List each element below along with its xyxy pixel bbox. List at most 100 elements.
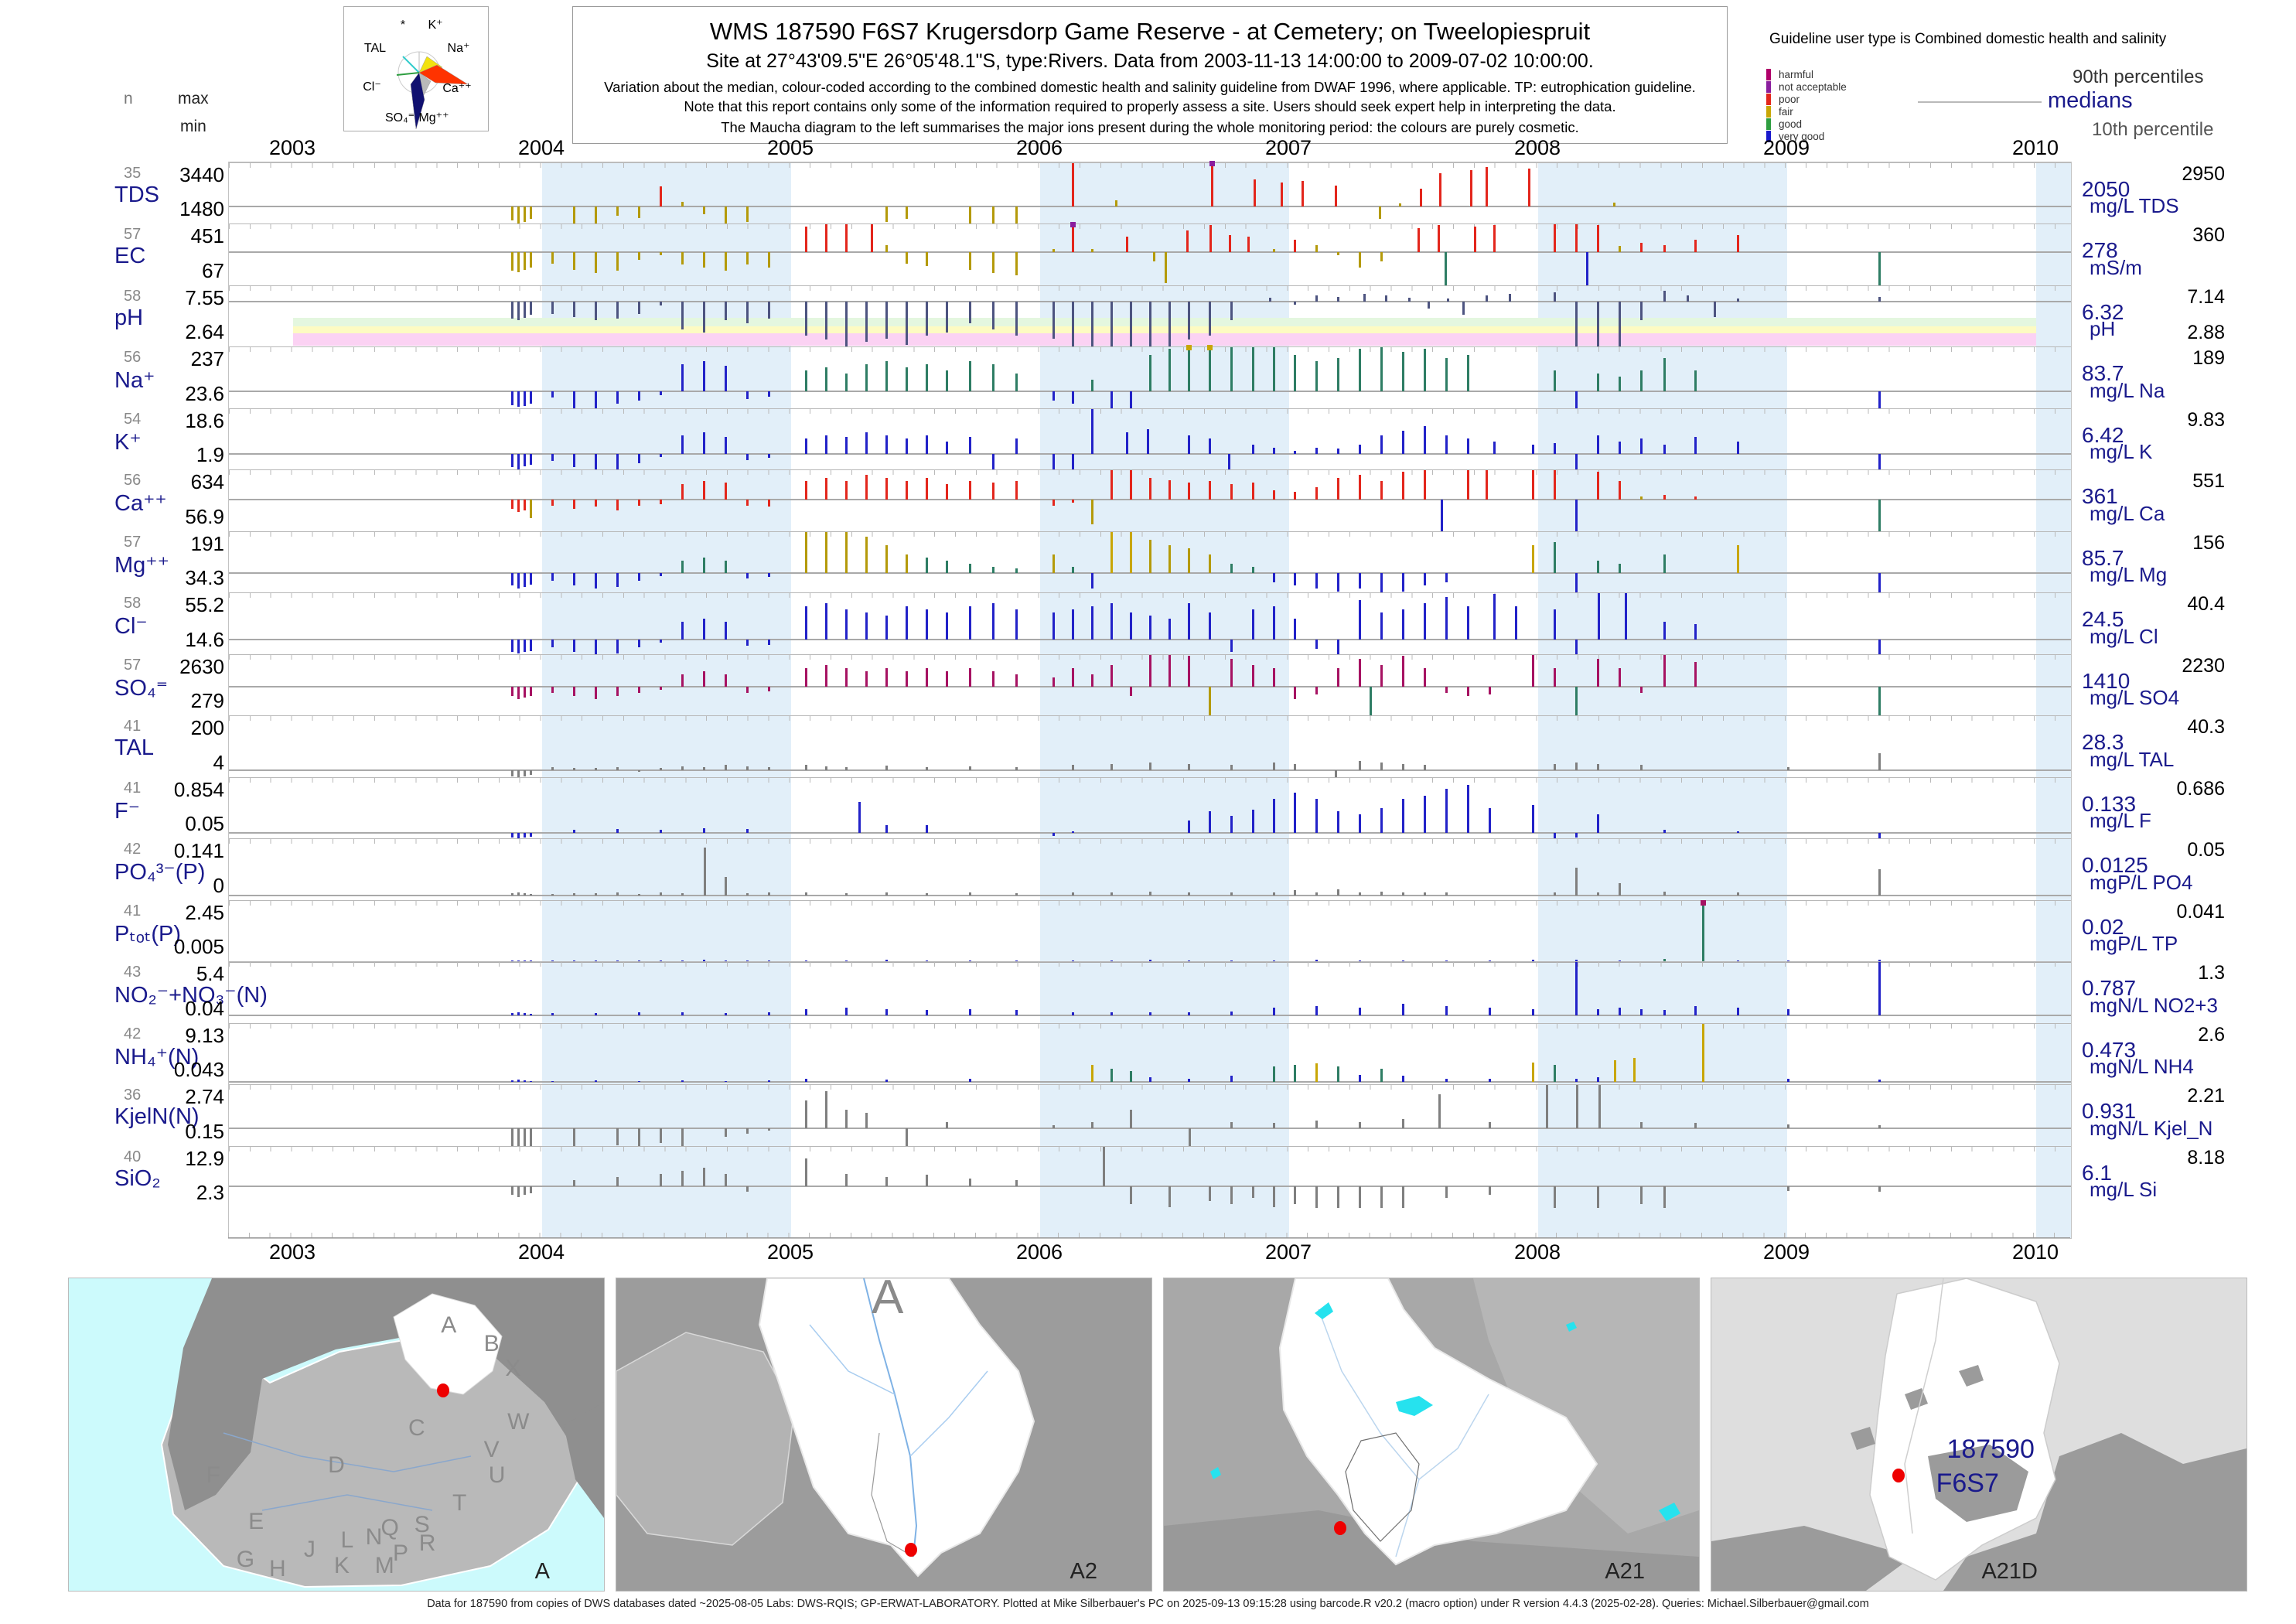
sample-bar xyxy=(1493,224,1496,253)
sample-bar xyxy=(1438,1093,1441,1128)
sample-bar xyxy=(725,1173,727,1186)
sample-bar xyxy=(1737,892,1739,896)
param-left-labels: 58 55.2 Cl⁻ 14.6 xyxy=(99,592,224,653)
sample-bar xyxy=(1402,892,1404,896)
p90-value: 9.83 xyxy=(2187,408,2225,431)
sample-bar xyxy=(1015,893,1018,896)
sample-bar xyxy=(906,671,908,687)
title-block: WMS 187590 F6S7 Krugersdorp Game Reserve… xyxy=(572,6,1728,144)
sample-bar xyxy=(1273,447,1275,454)
sample-bar xyxy=(805,301,807,336)
sample-bar xyxy=(616,892,619,896)
sample-bar xyxy=(1209,612,1211,640)
sample-bar xyxy=(1441,499,1443,532)
sample-bar xyxy=(704,847,706,896)
sample-bar xyxy=(517,573,520,589)
drainage-region-letter: A xyxy=(441,1312,457,1338)
sample-bar xyxy=(681,1012,684,1015)
sample-bar xyxy=(1209,686,1211,717)
median-value: 0.133 xyxy=(2082,791,2137,816)
sample-bar xyxy=(1554,224,1556,253)
sample-bar xyxy=(768,1012,770,1015)
sample-bar xyxy=(703,481,705,500)
map-region-a21d: A21D 187590 F6S7 xyxy=(1711,1278,2247,1592)
sample-bar xyxy=(1663,244,1666,253)
month-ticks xyxy=(229,716,2071,722)
sample-bar xyxy=(595,499,597,507)
param-right-labels: 0.686 0.133 mg/L F xyxy=(2082,776,2293,838)
param-left-labels: 42 9.13 NH₄⁺(N) 0.043 xyxy=(99,1022,224,1083)
sample-bar xyxy=(746,960,749,962)
sample-bar xyxy=(1230,484,1233,500)
sample-bar xyxy=(1509,294,1511,302)
param-left-labels: 43 5.4 NO₂⁻+NO₃⁻(N) 0.04 xyxy=(99,960,268,1022)
sample-bar xyxy=(530,769,532,776)
param-left-labels: 42 0.141 PO₄³⁻(P) 0 xyxy=(99,838,224,899)
sample-bar xyxy=(1596,224,1599,253)
month-ticks xyxy=(229,1146,2071,1151)
p90-value: 2230 xyxy=(2182,654,2225,677)
max-value: 18.6 xyxy=(185,408,224,432)
sample-bar xyxy=(1878,252,1881,286)
sample-bar xyxy=(1359,444,1361,454)
sample-bar xyxy=(1596,659,1599,687)
sample-bar xyxy=(517,1186,520,1197)
sample-bar xyxy=(660,1128,662,1144)
sample-bar xyxy=(638,960,640,962)
sample-bar xyxy=(1596,763,1599,770)
sample-bar xyxy=(1663,891,1666,896)
sample-bar xyxy=(551,252,554,264)
sample-bar xyxy=(638,301,640,314)
sample-bar xyxy=(1252,567,1254,574)
sample-bar xyxy=(1072,960,1074,962)
ph-guideline-band xyxy=(293,326,2036,334)
sample-bar xyxy=(946,612,948,640)
month-ticks xyxy=(229,962,2071,967)
sample-bar xyxy=(660,829,662,833)
drainage-region-letter: D xyxy=(328,1452,345,1479)
median-value: 0.02 xyxy=(2082,914,2124,939)
sample-bar xyxy=(906,554,908,574)
sample-bar xyxy=(1663,829,1666,833)
sample-bar xyxy=(703,360,705,392)
sample-bar xyxy=(865,612,868,640)
sample-bar xyxy=(524,206,526,223)
sample-bar xyxy=(1402,960,1404,962)
sample-bar xyxy=(1402,1076,1404,1083)
param-right-labels: 9.83 6.42 mg/L K xyxy=(2082,408,2293,469)
sample-bar xyxy=(660,686,662,690)
maucha-ion-label: K⁺ xyxy=(428,19,442,32)
sample-bar xyxy=(805,1079,807,1083)
sample-bar xyxy=(573,1179,575,1186)
sample-bar xyxy=(825,301,827,340)
drainage-region-letter: J xyxy=(303,1537,316,1563)
sample-bar xyxy=(1402,656,1404,687)
p90-value: 0.686 xyxy=(2176,777,2225,800)
sample-bar xyxy=(1596,814,1599,833)
drainage-region-letter: C xyxy=(408,1414,425,1441)
drainage-region-letter: G xyxy=(236,1546,255,1572)
p90-value: 2.21 xyxy=(2187,1085,2225,1107)
sample-bar xyxy=(725,621,727,640)
median-line xyxy=(229,769,2071,771)
sample-bar xyxy=(768,453,770,458)
drainage-region-letter: P xyxy=(393,1540,409,1566)
median-line xyxy=(229,1127,2071,1129)
drainage-region-letter: H xyxy=(269,1555,286,1581)
maucha-icon: * K⁺ TAL Na⁺ Cl⁻ Ca⁺⁺ SO₄⁼ Mg⁺⁺ xyxy=(363,19,472,130)
sample-bar xyxy=(858,802,861,833)
max-value: 12.9 xyxy=(185,1146,224,1170)
sample-bar xyxy=(926,609,928,640)
map-region-a2: A A2 xyxy=(616,1271,1152,1592)
sample-bar xyxy=(1474,226,1476,253)
sample-bar xyxy=(1130,470,1132,500)
sample-bar xyxy=(1230,564,1233,574)
sample-bar xyxy=(926,558,928,574)
sample-bar xyxy=(660,1173,662,1186)
year-tick-label: 2004 xyxy=(517,136,565,159)
sample-bar xyxy=(1337,573,1339,592)
min-value: 0.05 xyxy=(185,812,224,836)
sample-bar xyxy=(1359,814,1361,833)
sample-bar xyxy=(906,301,908,345)
sample-bar xyxy=(1554,1186,1556,1208)
